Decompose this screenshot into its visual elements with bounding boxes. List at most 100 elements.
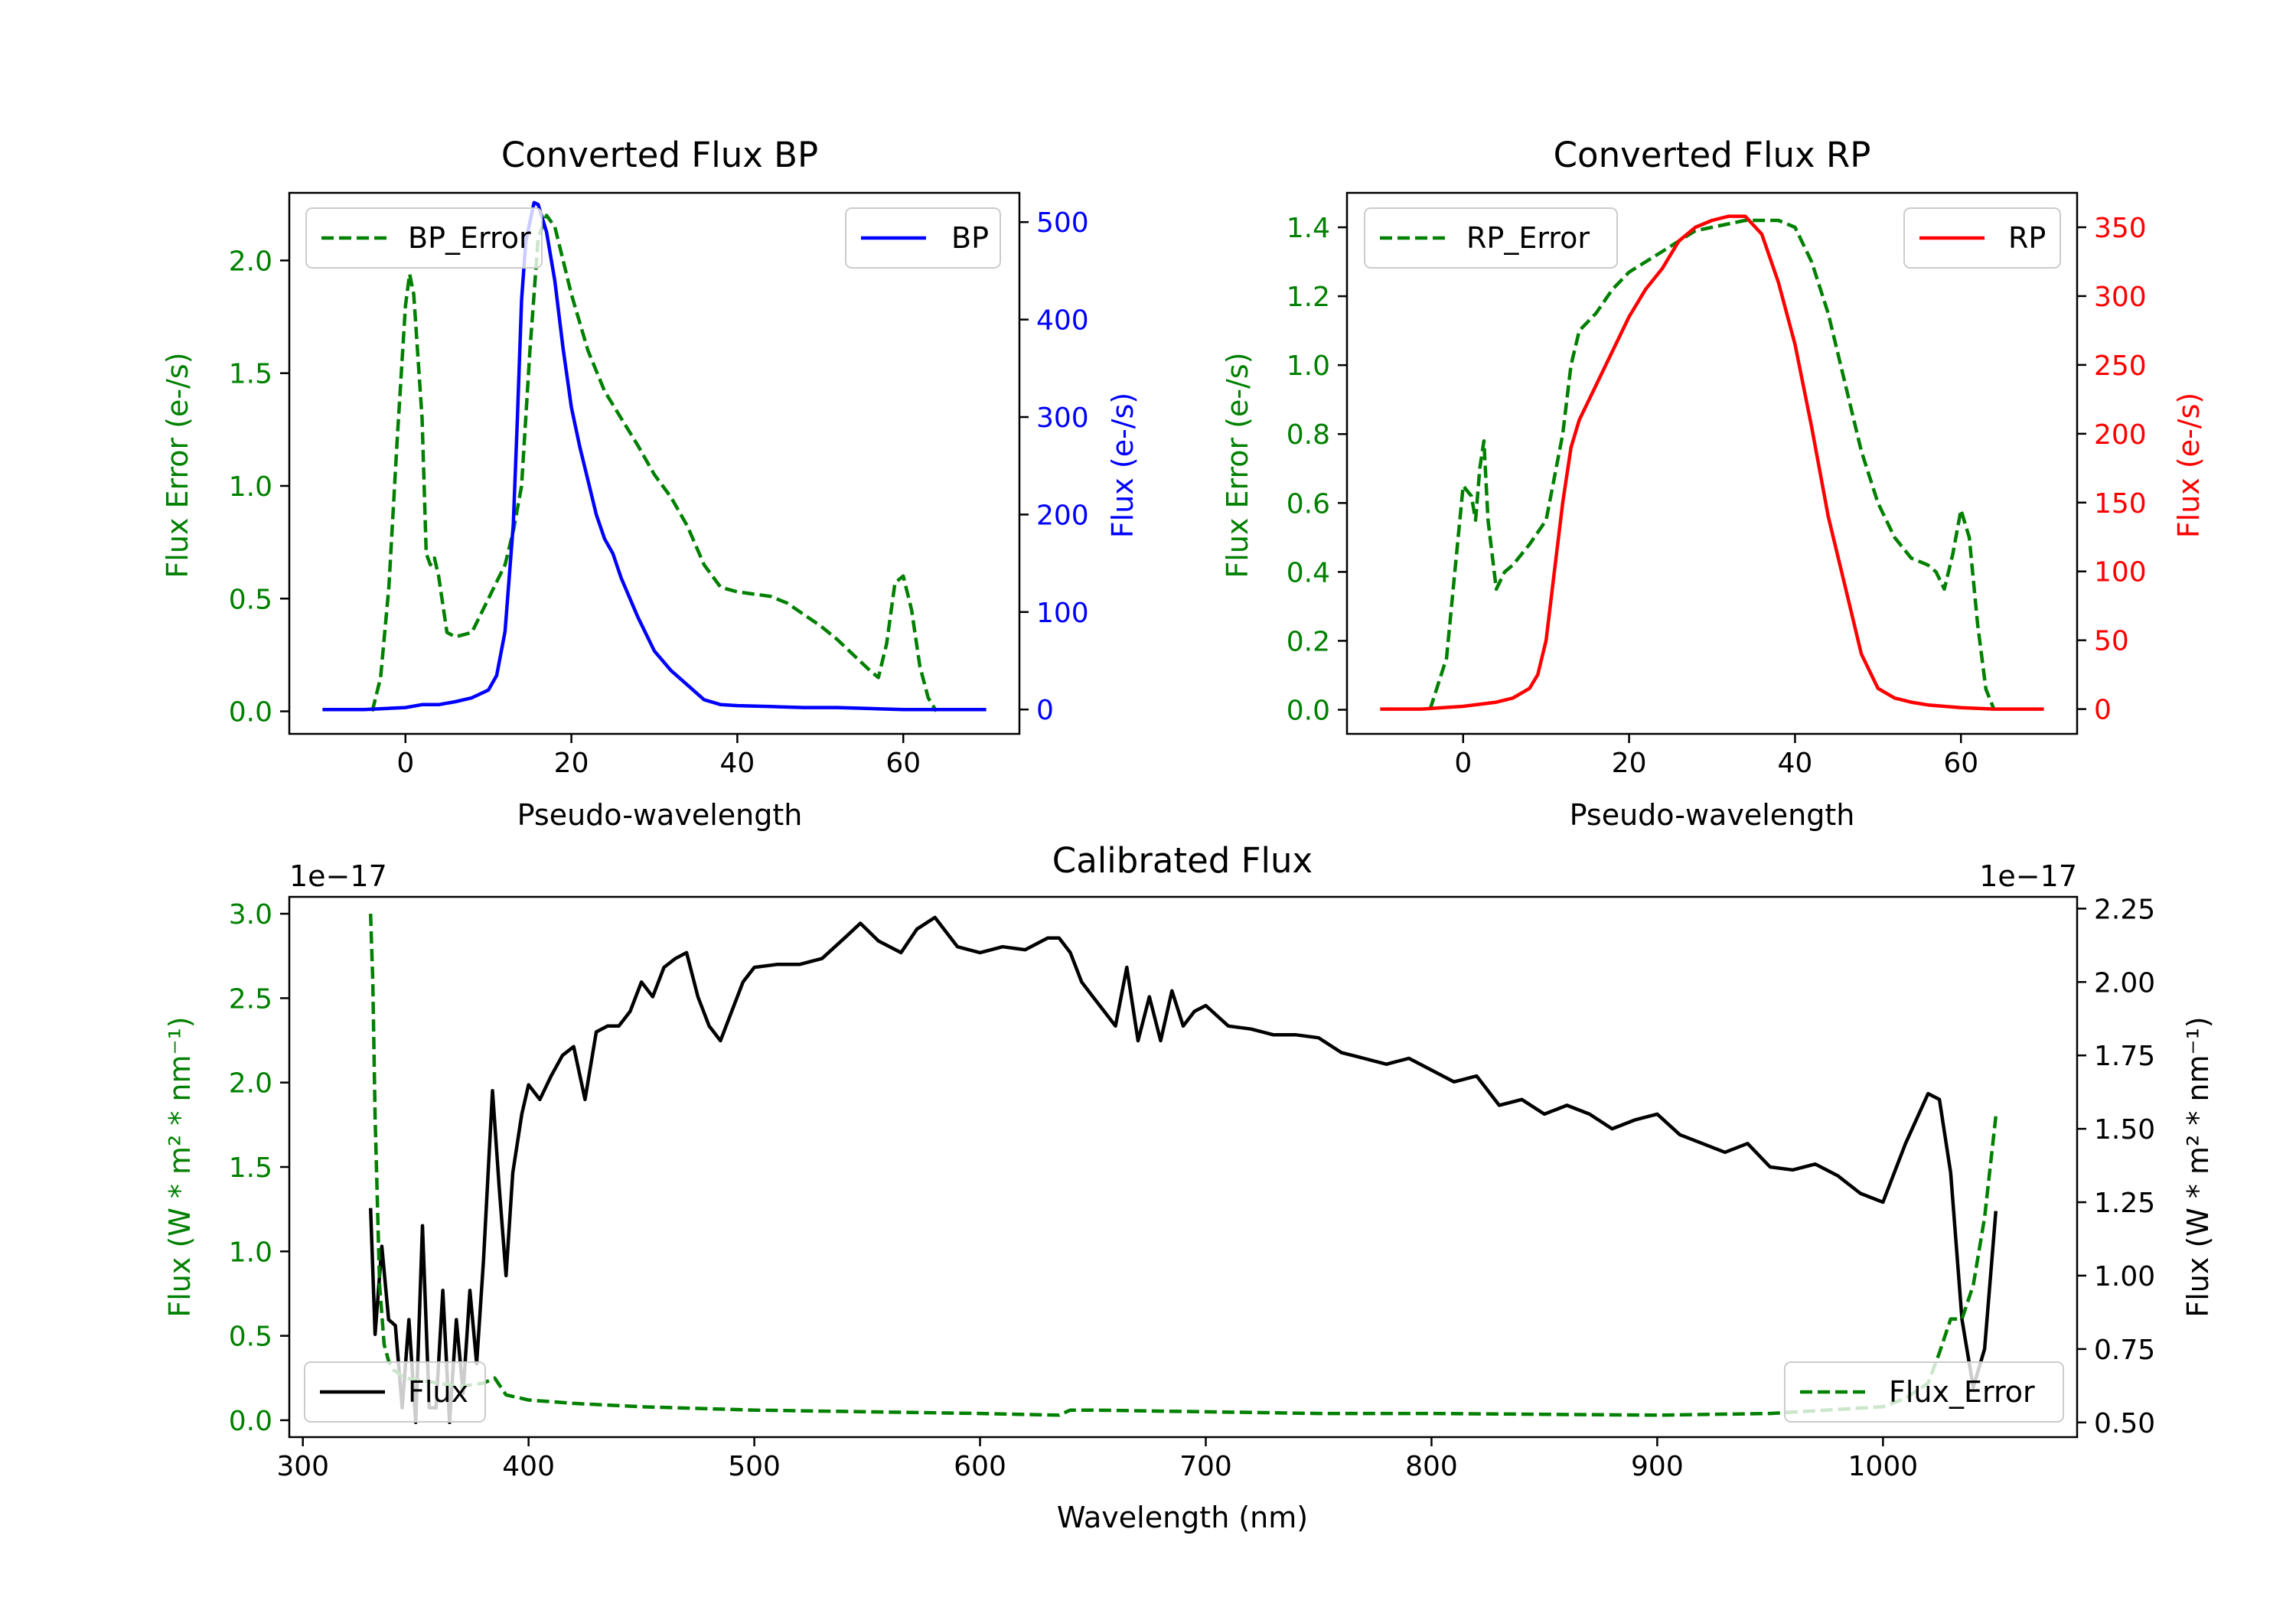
- rp-right-ylabel: Flux (e-/s): [2172, 393, 2206, 538]
- bp-right-ylabel: Flux (e-/s): [1106, 393, 1140, 538]
- rp-right-tick-label: 250: [2094, 350, 2147, 382]
- rp-left-tick-label: 1.4: [1287, 213, 1330, 244]
- cal-right-tick-label: 2.00: [2094, 967, 2155, 999]
- cal-x-ticks: 300 400 500 600 700 800 900 1000: [276, 1437, 1918, 1482]
- bp-legend-left: BP_Error: [305, 207, 543, 269]
- cal-left-tick-label: 1.0: [229, 1237, 272, 1268]
- cal-left-tick-label: 3.0: [229, 899, 272, 931]
- rp-right-tick-label: 100: [2094, 557, 2147, 588]
- cal-x-tick-label: 500: [728, 1451, 781, 1482]
- rp-right-tick-label: 350: [2094, 213, 2147, 244]
- rp-left-tick-label: 0.8: [1287, 419, 1330, 451]
- cal-right-tick-label: 0.75: [2094, 1335, 2155, 1366]
- bp-series: [322, 200, 987, 712]
- bp-series-bp-error: [370, 214, 938, 712]
- cal-x-tick-label: 800: [1405, 1451, 1458, 1482]
- cal-right-tick-label: 2.25: [2094, 894, 2155, 925]
- cal-right-tick-label: 0.50: [2094, 1408, 2155, 1439]
- bp-right-tick-label: 300: [1036, 403, 1089, 434]
- cal-legend-right: Flux_Error: [1784, 1361, 2064, 1423]
- cal-x-tick-label: 900: [1631, 1451, 1684, 1482]
- rp-legend-right-label: RP: [2008, 221, 2046, 255]
- rp-xlabel: Pseudo-wavelength: [1570, 798, 1855, 832]
- rp-legend-left: RP_Error: [1364, 207, 1618, 269]
- cal-left-tick-label: 0.0: [229, 1406, 272, 1437]
- bp-x-tick-label: 60: [885, 748, 921, 779]
- bp-xlabel: Pseudo-wavelength: [517, 798, 803, 832]
- rp-right-tick-label: 0: [2094, 695, 2112, 726]
- cal-left-ticks: 0.0 0.5 1.0 1.5 2.0 2.5 3.0: [229, 899, 289, 1437]
- cal-left-tick-label: 1.5: [229, 1152, 272, 1184]
- bp-left-ylabel: Flux Error (e-/s): [161, 352, 194, 578]
- cal-x-tick-label: 1000: [1848, 1451, 1919, 1482]
- rp-legend-left-box: [1364, 207, 1618, 269]
- cal-series-flux: [368, 915, 1998, 1425]
- bp-title: Converted Flux BP: [501, 135, 818, 175]
- cal-left-tick-label: 2.0: [229, 1068, 272, 1100]
- rp-x-tick-label: 40: [1778, 748, 1813, 779]
- rp-left-tick-label: 0.0: [1287, 695, 1330, 726]
- cal-right-ticks: 0.50 0.75 1.00 1.25 1.50 1.75 2.00 2.25: [2077, 894, 2155, 1439]
- rp-left-tick-label: 0.4: [1287, 557, 1330, 588]
- bp-x-tick-label: 20: [554, 748, 589, 779]
- bp-x-tick-label: 0: [396, 748, 414, 779]
- cal-right-ylabel: Flux (W * m² * nm⁻¹): [2181, 1016, 2215, 1317]
- rp-left-tick-label: 0.2: [1287, 626, 1330, 657]
- bp-left-tick-label: 2.0: [229, 246, 272, 277]
- rp-x-tick-label: 60: [1943, 748, 1978, 779]
- bp-left-tick-label: 0.5: [229, 584, 272, 615]
- rp-legend-left-label: RP_Error: [1466, 221, 1590, 255]
- bp-axes-frame: [288, 191, 1021, 735]
- bp-right-tick-label: 400: [1036, 305, 1089, 337]
- rp-legend-right: RP: [1903, 207, 2061, 269]
- bp-series-bp: [322, 200, 987, 712]
- bp-right-tick-label: 0: [1036, 695, 1054, 726]
- cal-left-tick-label: 2.5: [229, 983, 272, 1015]
- rp-right-ticks: 0 50 100 150 200 250 300 350: [2077, 213, 2147, 726]
- cal-x-tick-label: 700: [1179, 1451, 1232, 1482]
- bp-left-tick-label: 1.5: [229, 359, 272, 390]
- bp-right-tick-label: 100: [1036, 598, 1089, 629]
- rp-left-ticks: 0.0 0.2 0.4 0.6 0.8 1.0 1.2 1.4: [1287, 213, 1347, 726]
- cal-legend-left: Flux: [304, 1361, 486, 1423]
- cal-legend-right-label: Flux_Error: [1889, 1375, 2035, 1409]
- panel-calibrated: Calibrated Flux Wavelength (nm) 1e−17 1e…: [163, 840, 2215, 1534]
- cal-series-flux-error: [368, 914, 1998, 1417]
- cal-series: [368, 914, 1998, 1425]
- bp-left-tick-label: 1.0: [229, 471, 272, 503]
- cal-right-tick-label: 1.00: [2094, 1261, 2155, 1292]
- bp-right-tick-label: 500: [1036, 207, 1089, 239]
- rp-x-ticks: 0 20 40 60: [1454, 734, 1978, 779]
- cal-left-offset: 1e−17: [289, 859, 387, 893]
- cal-axes-frame: [288, 895, 2079, 1439]
- bp-right-tick-label: 200: [1036, 500, 1089, 531]
- cal-x-tick-label: 300: [276, 1451, 329, 1482]
- rp-right-tick-label: 300: [2094, 282, 2147, 313]
- rp-title: Converted Flux RP: [1554, 135, 1871, 175]
- rp-series-rp: [1380, 214, 2044, 711]
- panel-rp: Converted Flux RP Pseudo-wavelength Flux…: [1221, 135, 2206, 832]
- cal-right-tick-label: 1.50: [2094, 1114, 2155, 1146]
- cal-left-tick-label: 0.5: [229, 1322, 272, 1353]
- rp-right-tick-label: 50: [2094, 626, 2129, 657]
- panel-bp: Converted Flux BP Pseudo-wavelength Flux…: [161, 135, 1140, 832]
- cal-xlabel: Wavelength (nm): [1057, 1501, 1308, 1534]
- rp-left-tick-label: 0.6: [1287, 488, 1330, 520]
- rp-axes-frame: [1345, 191, 2079, 735]
- bp-right-ticks: 0 100 200 300 400 500: [1019, 207, 1089, 726]
- cal-legend-right-box: [1784, 1361, 2064, 1423]
- rp-right-tick-label: 150: [2094, 488, 2147, 520]
- cal-x-tick-label: 600: [954, 1451, 1006, 1482]
- rp-left-ylabel: Flux Error (e-/s): [1221, 352, 1254, 578]
- cal-legend-left-label: Flux: [408, 1375, 468, 1409]
- cal-legend-left-box: [304, 1361, 486, 1423]
- rp-x-tick-label: 0: [1454, 748, 1472, 779]
- bp-left-tick-label: 0.0: [229, 697, 272, 729]
- bp-x-ticks: 0 20 40 60: [396, 734, 921, 779]
- rp-x-tick-label: 20: [1612, 748, 1647, 779]
- rp-left-tick-label: 1.0: [1287, 350, 1330, 382]
- bp-legend-right: BP: [845, 207, 1001, 269]
- rp-series-rp-error: [1428, 218, 1996, 711]
- cal-x-tick-label: 400: [502, 1451, 555, 1482]
